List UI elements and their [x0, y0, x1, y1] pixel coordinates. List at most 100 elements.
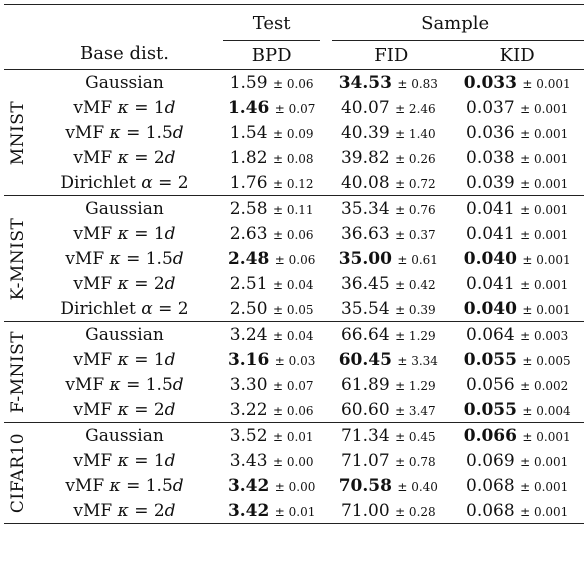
table-row: CIFAR10 Gaussian 3.52 ± 0.01 71.34 ± 0.45 0.… [4, 422, 584, 524]
kid-cell-value: 0.041 [466, 273, 515, 294]
bpd-cell-value: 3.30 [229, 374, 268, 395]
kid-cell-std: ± 0.001 [522, 252, 571, 267]
kid-cell-value: 0.037 [466, 97, 515, 118]
base-dist-cell: vMF κ = 2d [73, 399, 176, 420]
table-row: vMF κ = 2d 2.51 ± 0.04 36.45 ± 0.42 0.041 ±… [4, 271, 584, 296]
kid-cell-std: ± 0.001 [520, 126, 569, 141]
kid-cell: 0.069 ± 0.001 [450, 448, 584, 473]
fid-cell: 36.63 ± 0.37 [326, 221, 450, 246]
fid-cell-value: 70.58 [338, 475, 392, 496]
bpd-cell: 3.24 ± 0.04 [217, 321, 327, 347]
fid-cell: 60.45 ± 3.34 [326, 347, 450, 372]
base-dist-cell: Dirichlet α = 2 [60, 172, 189, 193]
kid-cell-std: ± 0.001 [522, 302, 571, 317]
sample-group-header: Sample [326, 4, 584, 37]
bpd-cell-std: ± 0.08 [272, 151, 314, 166]
fid-cell-std: ± 3.47 [395, 403, 436, 418]
dataset-label: F-MNIST [8, 330, 28, 414]
bpd-cell-std: ± 0.03 [274, 353, 316, 368]
fid-cell: 71.00 ± 0.28 [326, 498, 451, 524]
kid-cell-std: ± 0.003 [520, 328, 569, 343]
bpd-cell-value: 1.59 [229, 72, 268, 93]
kid-cell: 0.056 ± 0.002 [450, 372, 584, 397]
bpd-cell-std: ± 0.00 [272, 454, 314, 469]
bpd-cell: 3.22 ± 0.06 [217, 397, 326, 423]
bpd-cell-value: 2.50 [229, 298, 268, 319]
fid-cell-std: ± 3.34 [397, 353, 438, 368]
fid-cell-value: 71.34 [340, 425, 390, 446]
fid-cell: 35.34 ± 0.76 [326, 195, 451, 221]
fid-cell-std: ± 2.46 [395, 101, 436, 116]
bpd-cell: 3.42 ± 0.00 [217, 473, 326, 498]
bpd-cell-value: 2.63 [229, 223, 268, 244]
kid-cell-std: ± 0.001 [520, 202, 569, 217]
fid-cell-std: ± 0.40 [397, 479, 438, 494]
bpd-cell-value: 3.52 [229, 425, 268, 446]
kid-cell-value: 0.055 [463, 399, 517, 420]
bpd-cell-std: ± 0.07 [274, 101, 316, 116]
kid-cell: 0.041 ± 0.001 [450, 195, 584, 221]
bpd-cell-std: ± 0.01 [272, 429, 314, 444]
bpd-cell: 3.16 ± 0.03 [217, 347, 326, 372]
kid-cell-std: ± 0.001 [520, 504, 569, 519]
kid-cell-std: ± 0.001 [520, 151, 569, 166]
fid-cell: 36.45 ± 0.42 [326, 271, 450, 296]
fid-cell-std: ± 1.29 [395, 328, 436, 343]
kid-cell-value: 0.068 [466, 500, 515, 521]
bpd-cell: 2.58 ± 0.11 [217, 195, 327, 221]
dataset-label-cell: K-MNIST [4, 195, 32, 322]
fid-cell: 70.58 ± 0.40 [326, 473, 450, 498]
bpd-cell: 2.50 ± 0.05 [217, 296, 326, 322]
kid-cell-value: 0.040 [463, 248, 517, 269]
table-row: vMF κ = 2d 3.22 ± 0.06 60.60 ± 3.47 0.055 ±… [4, 397, 584, 423]
base-dist-cell: Gaussian [32, 422, 217, 448]
fid-cell: 40.07 ± 2.46 [326, 95, 450, 120]
base-dist-cell: vMF κ = 2d [73, 147, 176, 168]
bpd-cell: 1.59 ± 0.06 [217, 69, 327, 95]
base-dist-cell: Dirichlet α = 2 [60, 298, 189, 319]
table-row: vMF κ = 1.5d 1.54 ± 0.09 40.39 ± 1.40 0.036… [4, 120, 584, 145]
fid-cell-value: 35.34 [340, 198, 390, 219]
fid-cell-std: ± 0.72 [395, 176, 436, 191]
base-dist-cell: vMF κ = 1.5d [65, 475, 184, 496]
kid-header: KID [450, 37, 584, 70]
fid-cell-value: 36.45 [340, 273, 390, 294]
kid-cell-value: 0.040 [463, 298, 517, 319]
base-dist-cell: Gaussian [32, 69, 217, 95]
test-group-label: Test [252, 12, 291, 34]
sample-group-label: Sample [421, 12, 490, 34]
bpd-cell: 3.30 ± 0.07 [217, 372, 326, 397]
kid-cell-std: ± 0.004 [522, 403, 571, 418]
test-group-header: Test [217, 4, 327, 37]
fid-cell: 61.89 ± 1.29 [326, 372, 450, 397]
base-dist-cell: vMF κ = 1d [73, 97, 176, 118]
bpd-cell-value: 3.22 [229, 399, 268, 420]
table-row: vMF κ = 1.5d 3.42 ± 0.00 70.58 ± 0.40 0.068… [4, 473, 584, 498]
bpd-cell: 2.48 ± 0.06 [217, 246, 326, 271]
kid-cell-value: 0.033 [463, 72, 517, 93]
bpd-cell-value: 3.43 [229, 450, 268, 471]
bpd-cell: 3.52 ± 0.01 [217, 422, 327, 448]
fid-cell-std: ± 0.76 [395, 202, 436, 217]
table-row: vMF κ = 1.5d 3.30 ± 0.07 61.89 ± 1.29 0.056… [4, 372, 584, 397]
bpd-cell-value: 3.42 [227, 475, 270, 496]
kid-cell: 0.055 ± 0.004 [450, 397, 584, 423]
kid-cell: 0.037 ± 0.001 [450, 95, 584, 120]
dataset-label: MNIST [8, 100, 28, 165]
fid-cell-std: ± 0.42 [395, 277, 436, 292]
results-table: Test Sample Base dist. BPD FID KID MN [4, 4, 584, 524]
base-dist-cell: vMF κ = 1.5d [65, 248, 184, 269]
header-row-groups: Test Sample [4, 4, 584, 37]
dataset-label-cell: CIFAR10 [4, 422, 32, 524]
bpd-header-label: BPD [223, 40, 321, 66]
kid-cell-value: 0.066 [463, 425, 517, 446]
bpd-cell-std: ± 0.05 [272, 302, 314, 317]
base-dist-cell: vMF κ = 1.5d [65, 122, 184, 143]
bpd-cell-std: ± 0.06 [274, 252, 316, 267]
kid-cell: 0.068 ± 0.001 [450, 498, 584, 524]
fid-cell-value: 39.82 [340, 147, 390, 168]
bpd-cell: 3.42 ± 0.01 [217, 498, 327, 524]
fid-cell-value: 71.07 [340, 450, 390, 471]
fid-cell-value: 40.39 [340, 122, 390, 143]
